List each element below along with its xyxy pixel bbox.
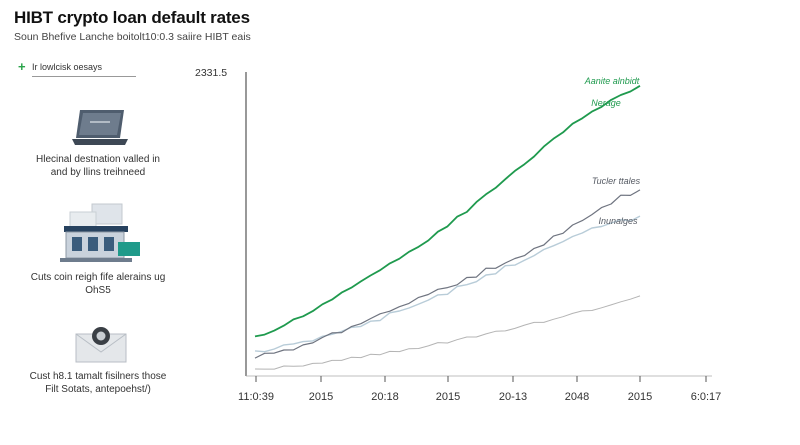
plus-icon[interactable]: +: [18, 59, 26, 74]
x-tick-label: 2015: [628, 391, 652, 403]
sidebar-header: + Ir lowlcisk oesays: [18, 59, 136, 77]
x-tick-label: 2048: [565, 391, 589, 403]
laptop-icon: [72, 110, 128, 145]
x-tick-label: 2015: [309, 391, 333, 403]
x-tick-label: 20-13: [499, 391, 527, 403]
x-tick-label: 2015: [436, 391, 460, 403]
x-tick-label: 11:0:39: [238, 391, 274, 403]
sidebar-header-text: Ir lowlcisk oesays: [32, 62, 103, 72]
series-line-green: [254, 85, 641, 338]
series-annotation: Inunalges: [598, 216, 638, 226]
sidebar-legend: + Ir lowlcisk oesays Hlecinal destnation…: [0, 0, 175, 445]
chart-title: HIBT crypto loan default rates: [14, 8, 250, 27]
series-line-dark-gray: [254, 189, 641, 359]
x-tick-label: 6:0:17: [691, 391, 722, 403]
envelope-icon: [75, 327, 127, 363]
sidebar-item-caption: Hlecinal destnation valled in and by lli…: [36, 154, 160, 178]
chart-subtitle: Soun Bhefive Lanche boitolt10:0.3 saiire…: [14, 31, 251, 43]
sidebar-item-caption: Cust h8.1 tamalt fisilners those Filt So…: [29, 371, 167, 395]
building-icon: [60, 203, 140, 262]
series-annotation: Tucler ttales: [592, 176, 641, 186]
series-line-light-blue: [254, 215, 641, 353]
sidebar-item-caption: Cuts coin reigh fife alerains ug OhS5: [30, 272, 166, 296]
series-line-light-gray: [254, 295, 641, 370]
y-axis-top-label: 2331.5: [195, 67, 228, 79]
series-annotation: Aanite alnbidt: [584, 76, 640, 86]
series-annotation: Nerage: [591, 98, 621, 108]
x-tick-label: 20:18: [371, 391, 399, 403]
